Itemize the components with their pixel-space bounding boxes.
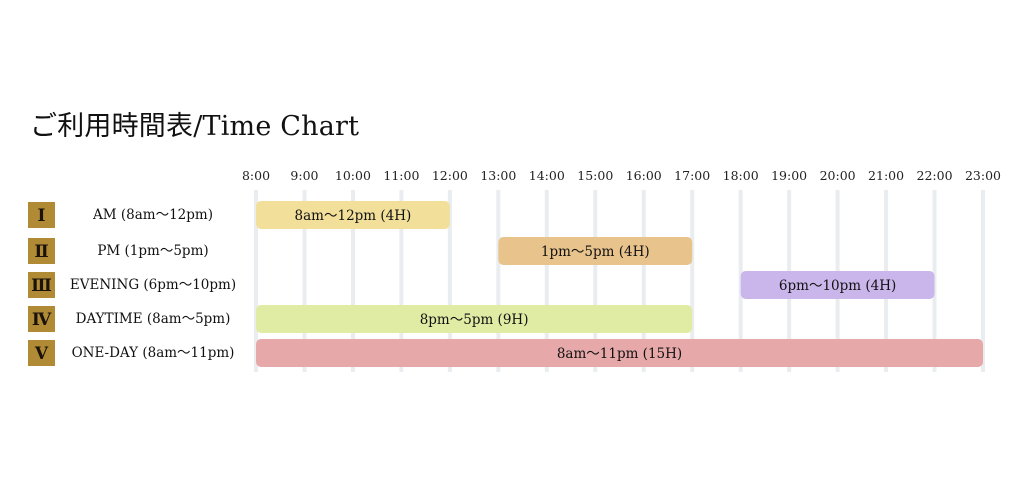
- gridline: [496, 190, 501, 372]
- x-tick-label: 8:00: [242, 168, 270, 183]
- row-numeral: Ⅲ: [31, 276, 52, 296]
- x-tick-label: 18:00: [723, 168, 759, 183]
- x-tick-label: 15:00: [577, 168, 613, 183]
- row-numeral: Ⅰ: [38, 206, 46, 226]
- time-bar: [256, 339, 983, 367]
- row-label: ONE-DAY (8am〜11pm): [72, 345, 235, 361]
- time-bar: [740, 271, 935, 299]
- bar-label: 8am〜11pm (15H): [557, 346, 682, 362]
- x-tick-label: 11:00: [383, 168, 419, 183]
- x-tick-label: 23:00: [965, 168, 1001, 183]
- x-tick-label: 12:00: [432, 168, 468, 183]
- bar-label: 8am〜12pm (4H): [295, 208, 412, 224]
- x-tick-label: 16:00: [626, 168, 662, 183]
- row-label: AM (8am〜12pm): [92, 207, 213, 223]
- row-numeral: Ⅳ: [32, 310, 52, 330]
- row-label: EVENING (6pm〜10pm): [70, 277, 236, 293]
- row-numeral-box: [28, 340, 55, 366]
- bar-label: 1pm〜5pm (4H): [541, 244, 650, 260]
- x-tick-label: 20:00: [820, 168, 856, 183]
- page-title: ご利用時間表/Time Chart: [30, 111, 360, 142]
- row-label: PM (1pm〜5pm): [97, 243, 208, 259]
- x-tick-label: 21:00: [868, 168, 904, 183]
- time-bar: [498, 237, 693, 265]
- gridline: [641, 190, 646, 372]
- time-bar: [256, 201, 450, 229]
- bar-label: 6pm〜10pm (4H): [779, 278, 896, 294]
- time-bar: [256, 305, 693, 333]
- bar-label: 8pm〜5pm (9H): [420, 312, 529, 328]
- row-numeral-box: [28, 202, 55, 228]
- gridline: [690, 190, 695, 372]
- gridline: [254, 190, 258, 372]
- row-numeral-box: [28, 272, 55, 298]
- row-numeral: Ⅴ: [34, 344, 49, 364]
- gridline: [302, 190, 307, 372]
- x-tick-label: 9:00: [290, 168, 318, 183]
- gridline: [399, 190, 404, 372]
- row-numeral-box: [28, 306, 55, 332]
- row-label: DAYTIME (8am〜5pm): [76, 311, 231, 327]
- gridline: [981, 190, 985, 372]
- x-tick-label: 10:00: [335, 168, 371, 183]
- gridline: [350, 190, 355, 372]
- x-tick-label: 14:00: [529, 168, 565, 183]
- x-tick-label: 22:00: [917, 168, 953, 183]
- gridline: [593, 190, 598, 372]
- row-numeral: Ⅱ: [34, 242, 48, 262]
- gridline: [544, 190, 549, 372]
- x-tick-label: 19:00: [771, 168, 807, 183]
- gridline: [447, 190, 452, 372]
- row-numeral-box: [28, 238, 55, 264]
- x-tick-label: 17:00: [674, 168, 710, 183]
- x-tick-label: 13:00: [480, 168, 516, 183]
